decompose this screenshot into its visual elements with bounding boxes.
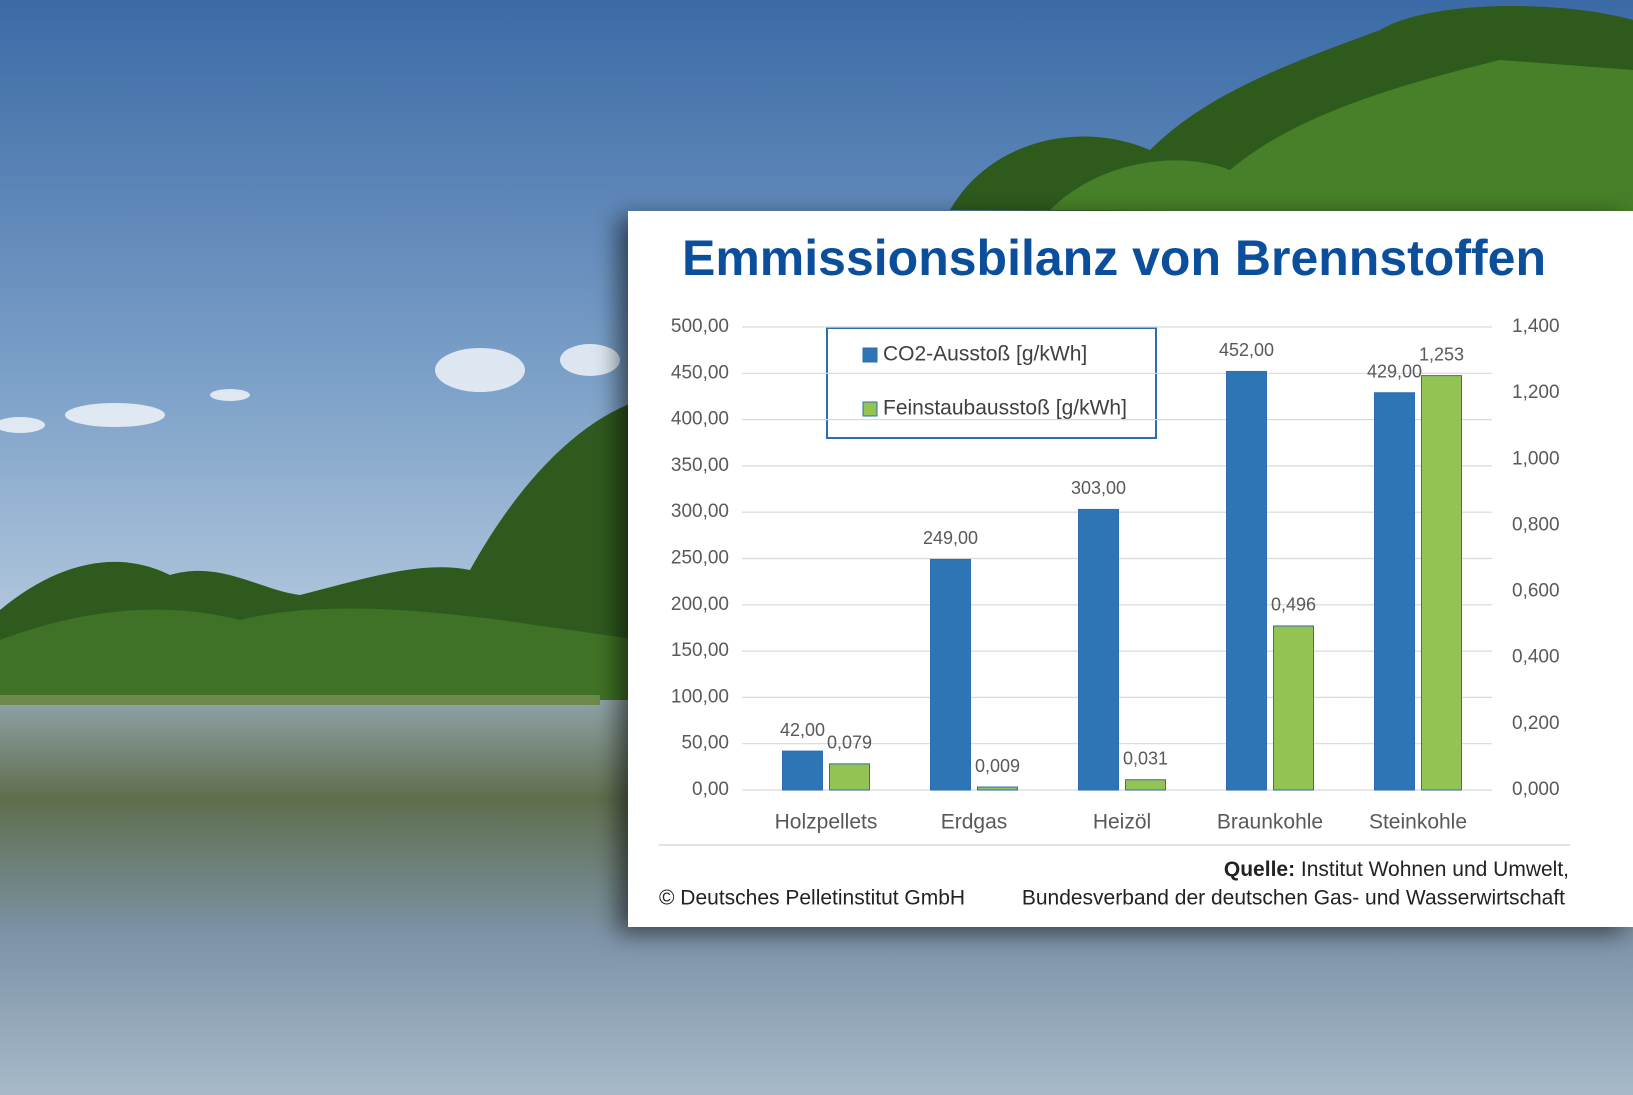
y2-tick-label: 0,800 <box>1512 514 1560 535</box>
y-tick-label: 250,00 <box>671 548 729 569</box>
legend-swatch <box>863 348 877 362</box>
chart-panel: Emmissionsbilanz von Brennstoffen © Deut… <box>628 211 1633 927</box>
source-label: Quelle: <box>1224 858 1295 881</box>
legend-swatch <box>863 402 877 416</box>
credit: © Deutsches Pelletinstitut GmbH <box>659 887 965 910</box>
x-tick-label: Braunkohle <box>1217 811 1323 834</box>
legend-label: CO2-Ausstoß [g/kWh] <box>883 343 1087 366</box>
y-tick-label: 400,00 <box>671 409 729 430</box>
y-tick-label: 50,00 <box>681 733 729 754</box>
y-tick-label: 500,00 <box>671 316 729 337</box>
x-tick-label: Erdgas <box>941 811 1008 834</box>
y-tick-label: 350,00 <box>671 455 729 476</box>
bar <box>1227 371 1267 790</box>
x-tick-label: Heizöl <box>1093 811 1151 834</box>
data-label: 249,00 <box>923 528 978 548</box>
y-tick-label: 200,00 <box>671 594 729 615</box>
bar <box>1274 626 1314 790</box>
chart-title: Emmissionsbilanz von Brennstoffen <box>682 230 1546 286</box>
y-tick-label: 450,00 <box>671 362 729 383</box>
legend-label: Feinstaubausstoß [g/kWh] <box>883 397 1127 420</box>
y2-tick-label: 0,000 <box>1512 779 1560 800</box>
y-tick-label: 300,00 <box>671 501 729 522</box>
data-label: 452,00 <box>1219 340 1274 360</box>
y-tick-label: 100,00 <box>671 686 729 707</box>
bar <box>830 764 870 790</box>
data-label: 0,079 <box>827 733 872 753</box>
y2-tick-label: 1,000 <box>1512 448 1560 469</box>
data-label: 0,009 <box>975 756 1020 776</box>
data-label: 303,00 <box>1071 478 1126 498</box>
y-tick-label: 0,00 <box>692 779 729 800</box>
bar <box>1126 780 1166 790</box>
x-tick-label: Steinkohle <box>1369 811 1467 834</box>
source-line: Quelle: Institut Wohnen und Umwelt, <box>1224 858 1569 881</box>
y2-tick-label: 0,200 <box>1512 713 1560 734</box>
bar <box>783 751 823 790</box>
y2-tick-label: 1,200 <box>1512 382 1560 403</box>
x-tick-label: Holzpellets <box>775 811 878 834</box>
source-text: Bundesverband der deutschen Gas- und Was… <box>1022 887 1565 910</box>
data-label: 42,00 <box>780 720 825 740</box>
page: Emmissionsbilanz von Brennstoffen © Deut… <box>0 0 1633 1095</box>
bar <box>1079 509 1119 790</box>
y-tick-label: 150,00 <box>671 640 729 661</box>
y2-tick-label: 1,400 <box>1512 316 1560 337</box>
bar <box>978 787 1018 790</box>
y2-tick-label: 0,400 <box>1512 647 1560 668</box>
data-label: 0,031 <box>1123 748 1168 768</box>
bar <box>1422 376 1462 790</box>
data-label: 1,253 <box>1419 344 1464 364</box>
source-text: Institut Wohnen und Umwelt, <box>1301 858 1569 881</box>
bar <box>1375 393 1415 790</box>
bar <box>931 559 971 790</box>
y2-tick-label: 0,600 <box>1512 581 1560 602</box>
data-label: 0,496 <box>1271 595 1316 615</box>
data-label: 429,00 <box>1367 361 1422 381</box>
